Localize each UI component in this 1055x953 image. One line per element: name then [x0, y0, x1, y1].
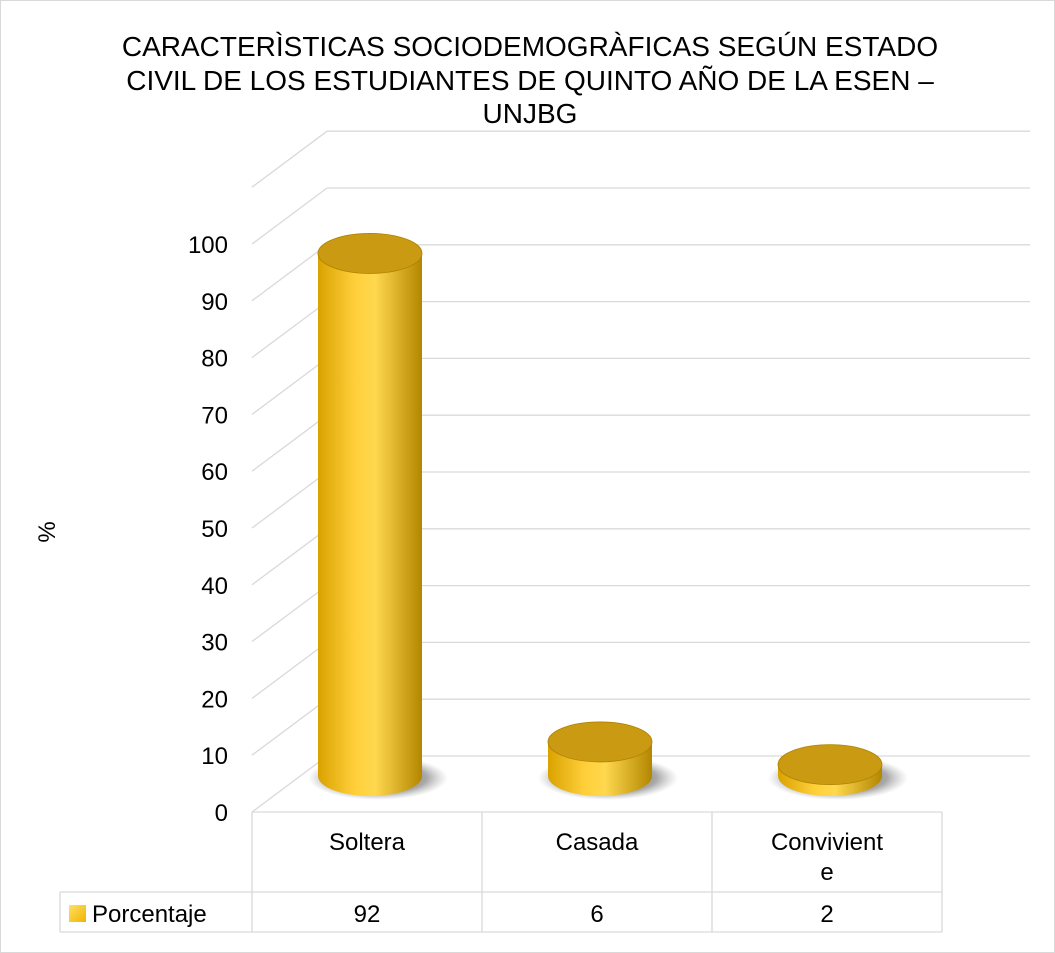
- bar-top-1: [547, 721, 653, 763]
- bar-0: [308, 233, 448, 800]
- bar-top-2: [777, 744, 883, 786]
- legend-key-porcentaje: [69, 905, 86, 922]
- x-tick-label-2: Convivient e: [771, 829, 883, 886]
- y-axis: 0 10 20 30 40 50 60 70 80 90 100: [188, 232, 228, 827]
- bar-2: [768, 744, 908, 800]
- y-tick-label-9: 90: [201, 289, 228, 316]
- gridline-side-8: [251, 301, 328, 359]
- y-tick-label-5: 50: [201, 516, 228, 543]
- gridline-side-5: [251, 471, 328, 529]
- y-tick-label-6: 60: [201, 459, 228, 486]
- y-tick-label-10: 100: [188, 232, 228, 259]
- y-tick-label-4: 40: [201, 573, 228, 600]
- gridline-side-1: [251, 698, 328, 756]
- data-label-0: 92: [354, 901, 381, 928]
- x-tick-label-0: Soltera: [329, 829, 406, 856]
- gridline-side-2: [251, 641, 328, 699]
- gridline-side-6: [251, 414, 328, 472]
- gridline-side-10: [251, 187, 328, 245]
- gridline-side-0: [251, 755, 328, 813]
- legend-label-porcentaje: Porcentaje: [92, 901, 207, 928]
- gridline-side-4: [251, 528, 328, 586]
- grid-layer: [251, 130, 1030, 813]
- y-tick-label-0: 0: [215, 800, 228, 827]
- gridline-side-top: [251, 130, 328, 188]
- bar-top-0: [317, 233, 423, 274]
- gridline-side-9: [251, 244, 328, 302]
- y-tick-label-8: 80: [201, 346, 228, 373]
- gridline-side-7: [251, 357, 328, 415]
- y-tick-label-2: 20: [201, 686, 228, 713]
- data-label-1: 6: [590, 901, 603, 928]
- gridline-side-3: [251, 585, 328, 643]
- bar-1: [538, 721, 678, 800]
- y-tick-label-1: 10: [201, 743, 228, 770]
- y-tick-label-3: 30: [201, 630, 228, 657]
- chart-title: CARACTERÌSTICAS SOCIODEMOGRÀFICAS SEGÚN …: [121, 31, 939, 130]
- bars-layer: [308, 233, 908, 800]
- x-tick-label-1: Casada: [556, 829, 639, 856]
- data-label-2: 2: [820, 901, 833, 928]
- y-tick-label-7: 70: [201, 402, 228, 429]
- data-table: Soltera Casada Convivient e Porcentaje 92 6 2: [59, 811, 943, 933]
- bar-body-0: [318, 253, 422, 796]
